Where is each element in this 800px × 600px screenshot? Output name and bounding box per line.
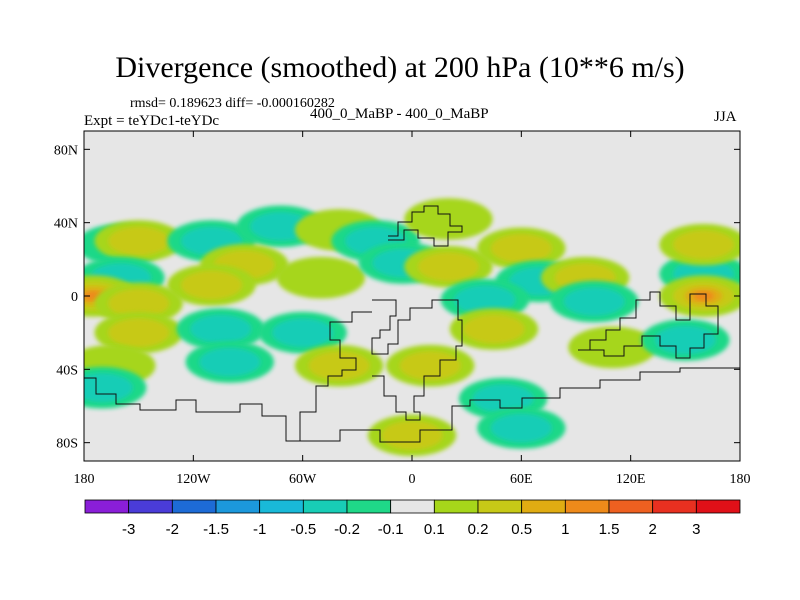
colorbar-label: 0.5 <box>511 521 532 538</box>
coastline-south-america <box>299 311 372 441</box>
colorbar-swatch <box>477 499 523 514</box>
colorbar-swatch <box>564 499 610 514</box>
field-cell-27-ring-0 <box>568 326 657 369</box>
field-cell-19-ring-1 <box>108 288 170 318</box>
x-tick-label: 60W <box>289 472 317 487</box>
experiment-label: Expt = teYDc1-teYDc <box>84 113 220 129</box>
case-label: 400_0_MaBP - 400_0_MaBP <box>310 106 489 122</box>
colorbar-swatch <box>521 499 566 514</box>
colorbar-label: 0.2 <box>468 521 489 538</box>
colorbar-swatch <box>390 499 435 514</box>
field-cell-23-ring-1 <box>108 318 170 348</box>
field-cell-17-ring-1 <box>672 230 735 260</box>
y-tick-label: 0 <box>71 290 78 305</box>
colorbar-swatch <box>433 499 479 514</box>
field-cell-10-ring-0 <box>276 256 366 299</box>
x-tick-label: 180 <box>730 472 751 487</box>
x-tick-label: 120W <box>176 472 211 487</box>
field-cell-24-ring-1 <box>190 314 252 344</box>
x-tick-label: 60E <box>510 472 533 487</box>
field-cell-9-ring-1 <box>180 270 243 300</box>
colorbar-label: 0.1 <box>424 521 445 538</box>
field-cell-7-ring-0 <box>404 198 493 240</box>
y-tick-label: 80S <box>56 437 78 452</box>
colorbar-swatch <box>84 499 130 514</box>
colorbar-swatch <box>128 499 173 514</box>
colorbar-swatch <box>652 499 697 514</box>
colorbar-label: -2 <box>166 521 179 538</box>
colorbar-label: -3 <box>122 521 135 538</box>
colorbar-label: 1 <box>561 521 569 538</box>
field-cell-21-ring-1 <box>563 287 625 316</box>
colorbar-swatch <box>695 499 741 514</box>
colorbar-label: -1.5 <box>203 521 229 538</box>
x-tick-label: 120E <box>616 472 646 487</box>
colorbar-label: 1.5 <box>599 521 620 538</box>
coastline-antarctic <box>84 367 740 443</box>
field-cell-35-ring-1 <box>490 413 552 443</box>
x-tick-label: 0 <box>409 472 416 487</box>
colorbar-label: -1 <box>253 521 266 538</box>
colorbar-swatch <box>171 499 217 514</box>
field-cell-28-ring-1 <box>654 325 716 355</box>
coastline-africa <box>371 299 463 421</box>
field-cell-26-ring-1 <box>463 314 525 344</box>
colorbar-swatch <box>215 499 261 514</box>
field-cell-34-ring-1 <box>472 384 534 414</box>
colorbar-swatch <box>259 499 304 514</box>
coastlines <box>84 205 740 443</box>
field-cell-36-ring-1 <box>381 420 443 450</box>
stats-label: rmsd= 0.189623 diff= -0.000160282 <box>130 96 335 111</box>
field-cell-1-ring-1 <box>108 226 170 256</box>
colorbar-label: -0.2 <box>334 521 360 538</box>
colorbar-swatch <box>346 499 392 514</box>
divergence-field <box>84 198 740 457</box>
colorbar-label: 3 <box>692 521 700 538</box>
field-cell-33-ring-1 <box>84 373 133 403</box>
x-tick-label: 180 <box>74 472 95 487</box>
field-cell-20-ring-1 <box>454 285 516 315</box>
field-cell-12-ring-1 <box>417 252 480 282</box>
field-cell-22-ring-3 <box>693 291 714 301</box>
colorbar-label: -0.1 <box>378 521 404 538</box>
coastline-australia-region <box>578 291 719 359</box>
colorbar-label: 2 <box>648 521 656 538</box>
colorbar-swatch <box>302 499 348 514</box>
field-cell-32-ring-1 <box>399 351 461 381</box>
colorbar-swatch <box>608 499 654 514</box>
chart-title: Divergence (smoothed) at 200 hPa (10**6 … <box>115 51 685 84</box>
colorbar-label: -0.5 <box>290 521 316 538</box>
y-tick-label: 40N <box>54 217 78 232</box>
season-label: JJA <box>714 109 737 125</box>
field-cell-30-ring-1 <box>199 347 261 377</box>
field-cell-25-ring-1 <box>272 318 334 348</box>
y-tick-label: 40S <box>56 363 78 378</box>
coastline-north-polar <box>388 205 463 247</box>
field-cell-13-ring-1 <box>490 233 552 263</box>
y-tick-label: 80N <box>54 143 78 158</box>
